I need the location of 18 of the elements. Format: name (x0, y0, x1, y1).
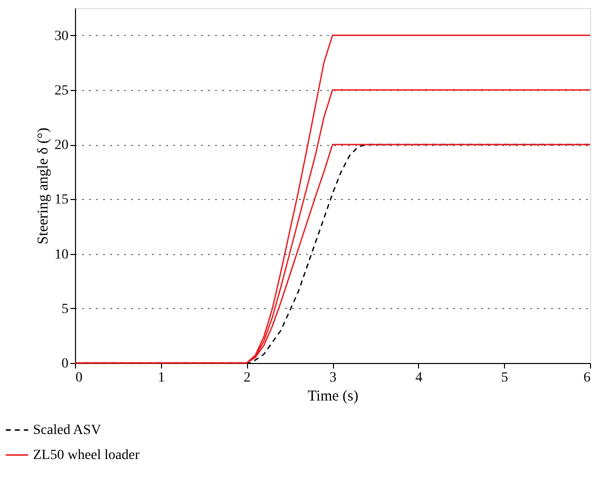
x-tick-label: 4 (415, 370, 422, 386)
legend-label: ZL50 wheel loader (33, 448, 140, 463)
x-tick-label: 1 (158, 370, 165, 386)
y-tick-label: 5 (62, 302, 68, 317)
x-tick-label: 0 (76, 370, 82, 386)
y-tick-label: 30 (54, 28, 68, 44)
y-axis-title: Steering angle δ (°) (36, 128, 52, 244)
y-tick-label: 10 (54, 247, 68, 262)
legend-label: Scaled ASV (33, 423, 102, 438)
x-tick-label: 6 (584, 370, 590, 386)
y-tick-label: 25 (54, 83, 68, 98)
x-tick-label: 2 (244, 370, 251, 386)
x-tick-label: 3 (330, 370, 336, 386)
y-tick-label: 20 (54, 138, 68, 154)
y-tick-label: 0 (62, 356, 68, 372)
y-tick-label: 15 (54, 192, 68, 208)
x-tick-label: 5 (501, 370, 508, 386)
x-axis-title: Time (s) (308, 388, 358, 404)
